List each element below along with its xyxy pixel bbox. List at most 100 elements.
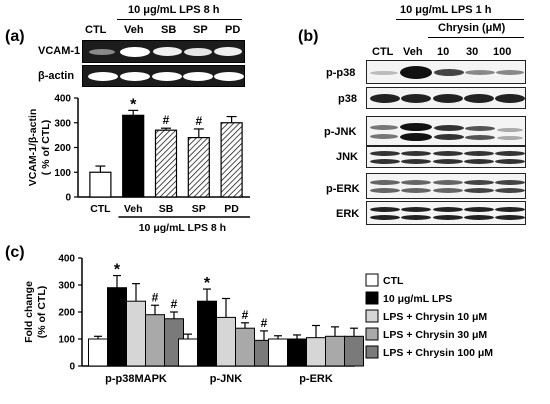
band <box>370 125 398 130</box>
band <box>464 151 494 156</box>
band <box>214 47 242 56</box>
legend-swatch <box>365 273 379 287</box>
band <box>370 151 400 156</box>
band <box>497 136 523 140</box>
band <box>497 128 523 132</box>
band <box>434 69 464 76</box>
bar <box>235 327 255 367</box>
bar <box>287 338 307 367</box>
blot-vcam1 <box>82 40 245 63</box>
band <box>464 94 494 103</box>
panel-a-treatment-top: 10 μg/mL LPS 8 h <box>128 4 220 16</box>
panel-b-lane-label: 100 <box>493 46 512 58</box>
band <box>464 188 494 193</box>
panel-b-chrysin-line <box>428 37 524 38</box>
band <box>401 159 431 164</box>
bar <box>88 338 108 367</box>
band <box>214 72 244 81</box>
x-tick-label: PD <box>224 203 239 215</box>
panel-b-lane-label: CTL <box>372 46 394 58</box>
band <box>495 215 525 220</box>
bar <box>306 337 326 367</box>
band <box>401 94 431 103</box>
panel-b-letter: (b) <box>298 28 319 45</box>
band <box>495 151 525 156</box>
bar <box>178 338 198 367</box>
band <box>89 49 115 55</box>
bar <box>268 338 288 367</box>
blot-label-jnk: JNK <box>336 151 359 163</box>
blot-p-p38 <box>366 60 526 84</box>
significance-mark: # <box>171 297 178 311</box>
blot-label-beta-actin: β-actin <box>38 70 75 82</box>
band <box>370 134 398 139</box>
band <box>370 207 400 212</box>
band <box>433 215 463 220</box>
band <box>120 47 150 57</box>
band <box>400 133 432 141</box>
x-axis-treatment-label: 10 μg/mL LPS 8 h <box>139 222 226 234</box>
band <box>370 180 400 185</box>
bar <box>344 335 364 367</box>
blot-erk <box>366 201 526 225</box>
significance-mark: # <box>242 308 249 322</box>
legend-swatch <box>365 345 379 359</box>
bar <box>325 335 345 367</box>
band <box>400 66 432 79</box>
band <box>464 159 494 164</box>
band <box>401 207 431 212</box>
bar <box>216 316 236 367</box>
significance-mark: # <box>195 114 202 128</box>
x-tick-label: Veh <box>124 203 143 215</box>
band <box>370 159 400 164</box>
band <box>183 72 213 81</box>
bar <box>197 300 217 367</box>
blot-p-jnk <box>366 116 526 146</box>
y-tick-label: 200 <box>54 143 71 154</box>
bar <box>220 122 243 198</box>
panel-a-lane-label: CTL <box>85 24 107 36</box>
band <box>495 207 525 212</box>
band <box>370 188 400 193</box>
x-tick-label: p-ERK <box>299 373 333 385</box>
band <box>370 215 400 220</box>
band <box>495 188 525 193</box>
blot-label-p-jnk: p-JNK <box>324 126 357 138</box>
bar <box>122 114 145 198</box>
panel-a-treatment-line <box>117 19 242 20</box>
band <box>370 94 400 103</box>
blot-label-vcam1: VCAM-1 <box>38 45 81 57</box>
band <box>433 188 463 193</box>
blot-label-p-p38: p-p38 <box>326 67 356 79</box>
band <box>153 47 182 56</box>
bar <box>126 300 146 367</box>
panel-b-chrysin-header: Chrysin (μM) <box>438 22 506 34</box>
band <box>401 180 431 185</box>
y-tick-label: 0 <box>65 193 71 204</box>
band <box>433 151 463 156</box>
band <box>464 207 494 212</box>
y-tick-label: 300 <box>54 118 71 129</box>
bar <box>89 171 112 198</box>
band <box>184 48 212 56</box>
blot-p-erk <box>366 173 526 199</box>
blot-label-p-erk: p-ERK <box>326 183 360 195</box>
band <box>465 70 495 75</box>
band <box>464 180 494 185</box>
significance-mark: # <box>261 316 268 330</box>
legend-swatch <box>365 309 379 323</box>
y-tick-label: 400 <box>54 94 71 105</box>
band <box>465 126 495 131</box>
significance-mark: * <box>114 262 121 279</box>
band <box>495 94 525 103</box>
legend-entry: CTL <box>383 275 404 287</box>
band <box>434 134 464 140</box>
legend-swatch <box>365 327 379 341</box>
band <box>88 72 118 81</box>
band <box>152 72 182 81</box>
band <box>433 94 463 103</box>
bar <box>154 129 178 198</box>
band <box>496 70 524 75</box>
